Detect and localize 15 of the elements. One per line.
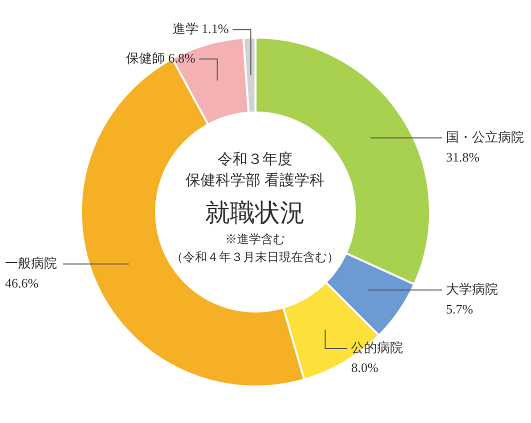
data-label: 31.8% bbox=[446, 149, 480, 164]
text: 令和３年度 bbox=[216, 150, 294, 170]
data-label: 5.7% bbox=[446, 301, 474, 316]
text: ※進学含む bbox=[224, 231, 286, 248]
text: 就職状況 bbox=[204, 199, 306, 229]
text: 保健科学部 看護学科 bbox=[184, 172, 326, 191]
slice-label: 国・公立病院 bbox=[446, 129, 524, 144]
text: （令和４年３月末日現在含む） bbox=[170, 249, 340, 266]
slice-label: 大学病院 bbox=[446, 281, 498, 296]
slice-label: 公的病院 bbox=[351, 340, 404, 355]
slice-label: 進学 1.1% bbox=[172, 21, 229, 36]
slice-label: 一般病院 bbox=[5, 255, 57, 270]
data-label: 8.0% bbox=[351, 360, 378, 375]
slice-label: 保健師 6.8% bbox=[126, 50, 196, 66]
data-label: 46.6% bbox=[5, 275, 39, 290]
